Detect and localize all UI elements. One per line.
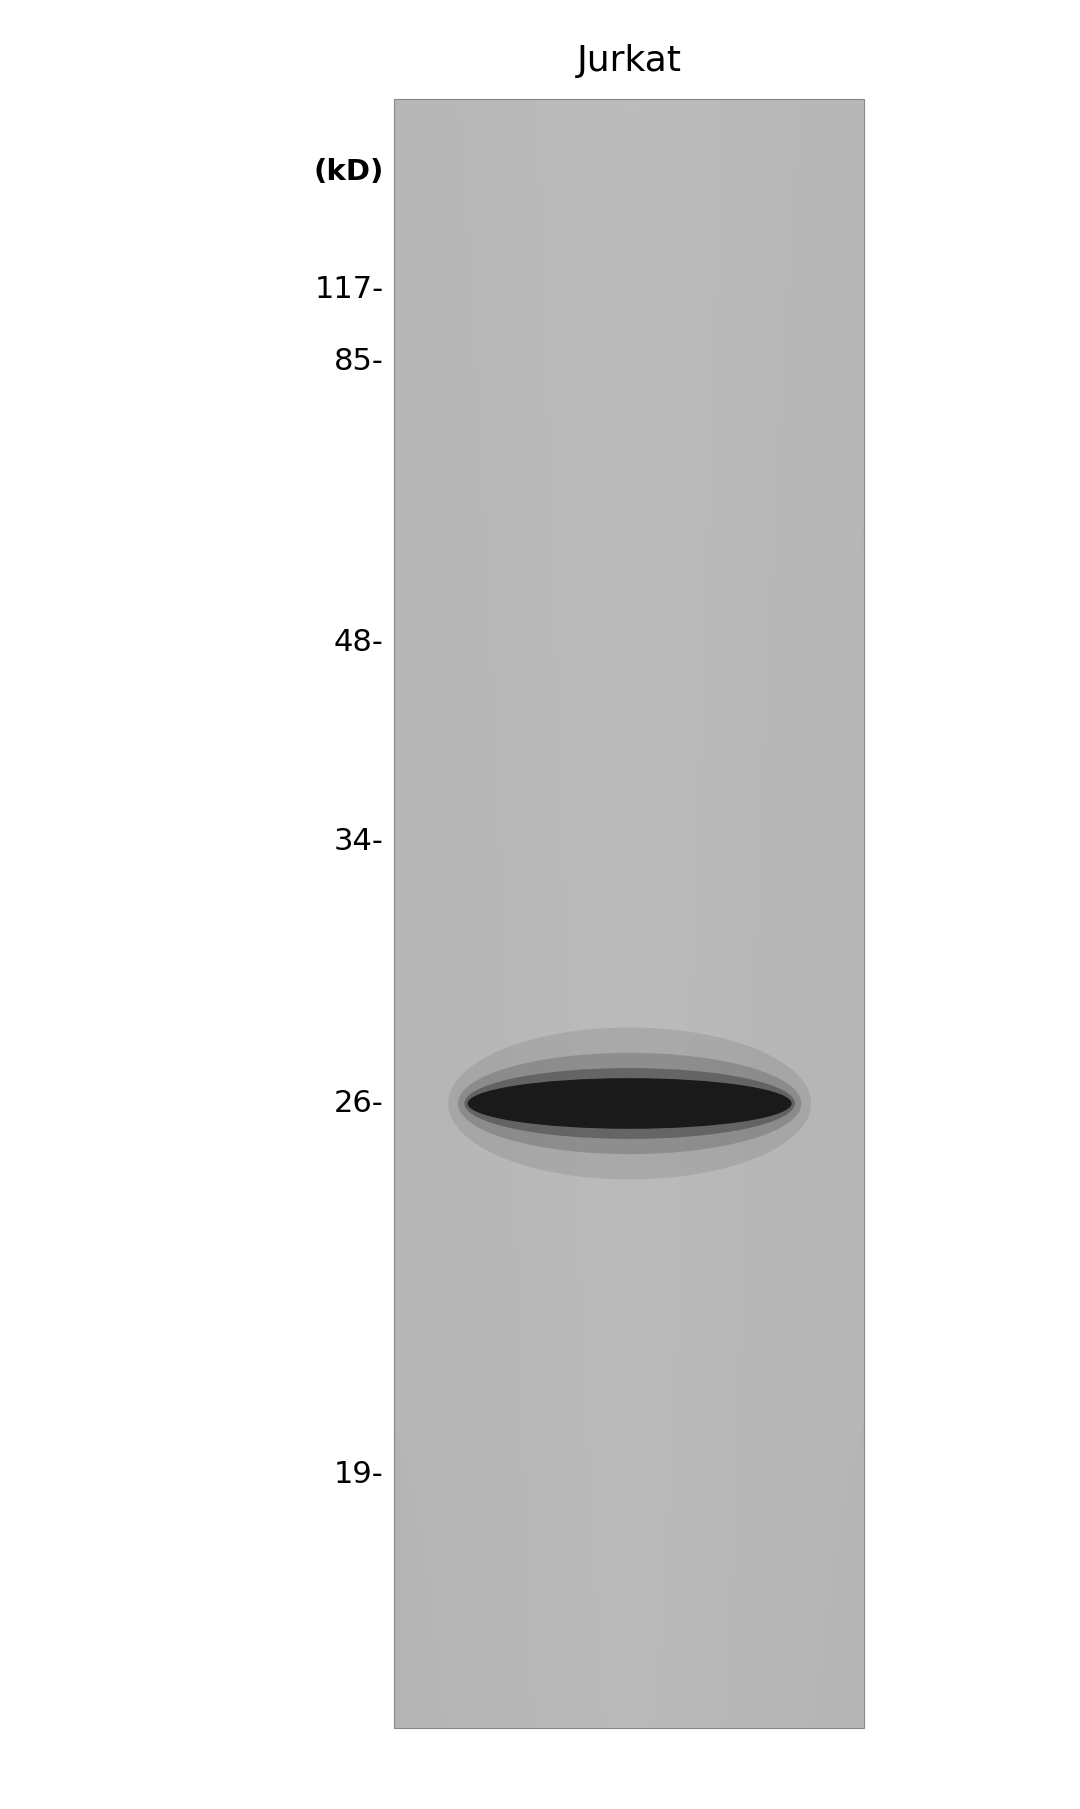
Text: 34-: 34- bbox=[334, 827, 383, 856]
Text: 26-: 26- bbox=[334, 1089, 383, 1118]
Bar bbox=[394, 99, 864, 1728]
Text: 19-: 19- bbox=[334, 1460, 383, 1489]
Text: 117-: 117- bbox=[314, 275, 383, 304]
Text: 48-: 48- bbox=[334, 628, 383, 657]
Ellipse shape bbox=[448, 1028, 811, 1179]
Text: Jurkat: Jurkat bbox=[577, 43, 681, 78]
Ellipse shape bbox=[468, 1078, 792, 1129]
Text: 85-: 85- bbox=[334, 347, 383, 376]
Text: (kD): (kD) bbox=[313, 157, 383, 186]
Ellipse shape bbox=[458, 1053, 801, 1154]
Ellipse shape bbox=[464, 1067, 795, 1140]
